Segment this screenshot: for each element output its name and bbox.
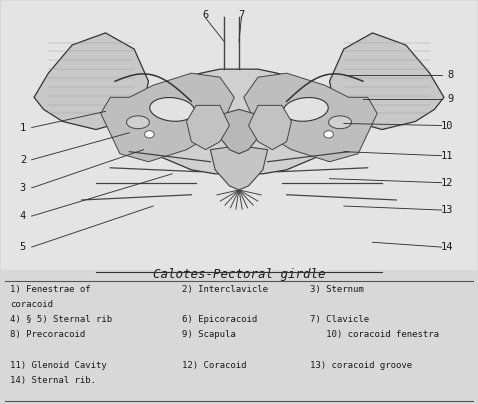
Text: coracoid: coracoid xyxy=(10,300,53,309)
Text: 2) Interclavicle: 2) Interclavicle xyxy=(182,284,268,294)
Text: 9) Scapula: 9) Scapula xyxy=(182,330,236,339)
Text: 13: 13 xyxy=(441,205,454,215)
FancyBboxPatch shape xyxy=(0,1,478,270)
Text: 2: 2 xyxy=(20,155,26,165)
Text: 9: 9 xyxy=(447,95,454,104)
Text: 3) Sternum: 3) Sternum xyxy=(311,284,364,294)
Text: 14) Sternal rib.: 14) Sternal rib. xyxy=(10,377,96,385)
Text: 8) Precoracoid: 8) Precoracoid xyxy=(10,330,86,339)
Text: 13) coracoid groove: 13) coracoid groove xyxy=(311,361,413,370)
Polygon shape xyxy=(329,33,444,130)
Polygon shape xyxy=(249,105,292,149)
Text: 1) Fenestrae of: 1) Fenestrae of xyxy=(10,284,91,294)
Polygon shape xyxy=(186,105,229,149)
Polygon shape xyxy=(244,73,377,162)
Polygon shape xyxy=(130,69,348,174)
Text: 12: 12 xyxy=(441,178,454,188)
Text: 3: 3 xyxy=(20,183,26,193)
Text: 4) § 5) Sternal rib: 4) § 5) Sternal rib xyxy=(10,315,112,324)
Text: 6) Epicoracoid: 6) Epicoracoid xyxy=(182,315,257,324)
Polygon shape xyxy=(210,109,268,154)
Text: Calotes-Pectoral girdle: Calotes-Pectoral girdle xyxy=(153,268,325,282)
Ellipse shape xyxy=(283,97,328,121)
Ellipse shape xyxy=(328,116,351,129)
Text: 4: 4 xyxy=(20,211,26,221)
Text: 8: 8 xyxy=(447,70,454,80)
Ellipse shape xyxy=(127,116,150,129)
Polygon shape xyxy=(210,145,268,190)
Text: 12) Coracoid: 12) Coracoid xyxy=(182,361,246,370)
Text: 7) Clavicle: 7) Clavicle xyxy=(311,315,369,324)
Text: 10) coracoid fenestra: 10) coracoid fenestra xyxy=(311,330,439,339)
Ellipse shape xyxy=(150,97,195,121)
Text: 11: 11 xyxy=(441,151,454,161)
Text: 14: 14 xyxy=(441,242,454,252)
Text: 6: 6 xyxy=(203,10,209,20)
Text: 1: 1 xyxy=(20,122,26,133)
Text: 7: 7 xyxy=(238,10,245,20)
Ellipse shape xyxy=(324,131,333,138)
Polygon shape xyxy=(101,73,234,162)
Text: 11) Glenoid Cavity: 11) Glenoid Cavity xyxy=(10,361,107,370)
Text: 5: 5 xyxy=(20,242,26,252)
Ellipse shape xyxy=(145,131,154,138)
Polygon shape xyxy=(34,33,149,130)
Text: 10: 10 xyxy=(441,120,454,130)
FancyBboxPatch shape xyxy=(0,270,478,403)
